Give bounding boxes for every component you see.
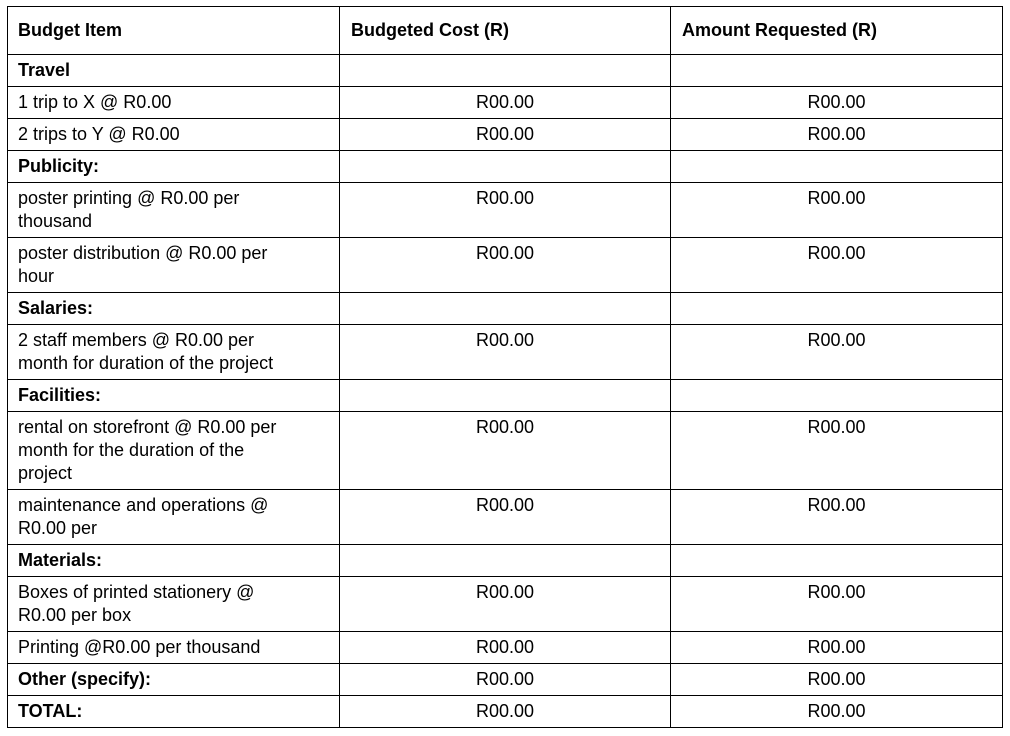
budget-item-cell: Facilities:	[7, 379, 340, 412]
budget-item-cell: Other (specify):	[7, 663, 340, 696]
table-row: poster distribution @ R0.00 per hour R00.…	[7, 237, 1003, 293]
budgeted-cost-cell	[339, 54, 671, 87]
amount-requested-cell: R00.00	[670, 237, 1003, 293]
section-row: Facilities:	[7, 379, 1003, 412]
header-budget-item: Budget Item	[7, 6, 340, 55]
amount-requested-cell: R00.00	[670, 118, 1003, 151]
amount-requested-cell	[670, 150, 1003, 183]
amount-requested-cell: R00.00	[670, 576, 1003, 632]
budget-item-cell: Salaries:	[7, 292, 340, 325]
budget-item-cell: 2 staff members @ R0.00 per month for du…	[7, 324, 340, 380]
budget-item-cell: Materials:	[7, 544, 340, 577]
budgeted-cost-cell: R00.00	[339, 411, 671, 490]
amount-requested-cell: R00.00	[670, 324, 1003, 380]
amount-requested-cell: R00.00	[670, 86, 1003, 119]
budget-item-cell: Boxes of printed stationery @ R0.00 per …	[7, 576, 340, 632]
budget-item-cell: poster printing @ R0.00 per thousand	[7, 182, 340, 238]
table-row: Printing @R0.00 per thousand R00.00 R00.00	[7, 631, 1003, 664]
budget-item-cell: TOTAL:	[7, 695, 340, 728]
table-row: poster printing @ R0.00 per thousand R00.…	[7, 182, 1003, 238]
budget-table: Budget Item Budgeted Cost (R) Amount Req…	[7, 6, 1003, 728]
table-row: 2 staff members @ R0.00 per month for du…	[7, 324, 1003, 380]
budget-item-cell: rental on storefront @ R0.00 per month f…	[7, 411, 340, 490]
section-row: TOTAL: R00.00 R00.00	[7, 695, 1003, 728]
amount-requested-cell: R00.00	[670, 489, 1003, 545]
budgeted-cost-cell: R00.00	[339, 489, 671, 545]
header-row: Budget Item Budgeted Cost (R) Amount Req…	[7, 6, 1003, 55]
budget-item-cell: Travel	[7, 54, 340, 87]
table-row: rental on storefront @ R0.00 per month f…	[7, 411, 1003, 490]
section-row: Travel	[7, 54, 1003, 87]
amount-requested-cell: R00.00	[670, 182, 1003, 238]
budget-item-cell: maintenance and operations @ R0.00 per	[7, 489, 340, 545]
budget-item-cell: Publicity:	[7, 150, 340, 183]
budget-item-cell: 1 trip to X @ R0.00	[7, 86, 340, 119]
budgeted-cost-cell: R00.00	[339, 237, 671, 293]
section-row: Materials:	[7, 544, 1003, 577]
amount-requested-cell	[670, 54, 1003, 87]
budgeted-cost-cell: R00.00	[339, 663, 671, 696]
budgeted-cost-cell: R00.00	[339, 182, 671, 238]
table-row: Boxes of printed stationery @ R0.00 per …	[7, 576, 1003, 632]
budgeted-cost-cell	[339, 379, 671, 412]
section-row: Other (specify): R00.00 R00.00	[7, 663, 1003, 696]
amount-requested-cell	[670, 544, 1003, 577]
table-row: maintenance and operations @ R0.00 per R0…	[7, 489, 1003, 545]
section-row: Publicity:	[7, 150, 1003, 183]
amount-requested-cell	[670, 292, 1003, 325]
table-row: 1 trip to X @ R0.00 R00.00 R00.00	[7, 86, 1003, 119]
amount-requested-cell: R00.00	[670, 631, 1003, 664]
budgeted-cost-cell: R00.00	[339, 576, 671, 632]
budgeted-cost-cell: R00.00	[339, 631, 671, 664]
table-row: 2 trips to Y @ R0.00 R00.00 R00.00	[7, 118, 1003, 151]
budgeted-cost-cell	[339, 544, 671, 577]
budget-item-cell: Printing @R0.00 per thousand	[7, 631, 340, 664]
budgeted-cost-cell: R00.00	[339, 118, 671, 151]
section-row: Salaries:	[7, 292, 1003, 325]
budget-item-cell: poster distribution @ R0.00 per hour	[7, 237, 340, 293]
budgeted-cost-cell	[339, 292, 671, 325]
header-budgeted-cost: Budgeted Cost (R)	[339, 6, 671, 55]
amount-requested-cell	[670, 379, 1003, 412]
budgeted-cost-cell	[339, 150, 671, 183]
amount-requested-cell: R00.00	[670, 695, 1003, 728]
budget-item-cell: 2 trips to Y @ R0.00	[7, 118, 340, 151]
budgeted-cost-cell: R00.00	[339, 695, 671, 728]
amount-requested-cell: R00.00	[670, 663, 1003, 696]
budgeted-cost-cell: R00.00	[339, 324, 671, 380]
budgeted-cost-cell: R00.00	[339, 86, 671, 119]
header-amount-requested: Amount Requested (R)	[670, 6, 1003, 55]
amount-requested-cell: R00.00	[670, 411, 1003, 490]
